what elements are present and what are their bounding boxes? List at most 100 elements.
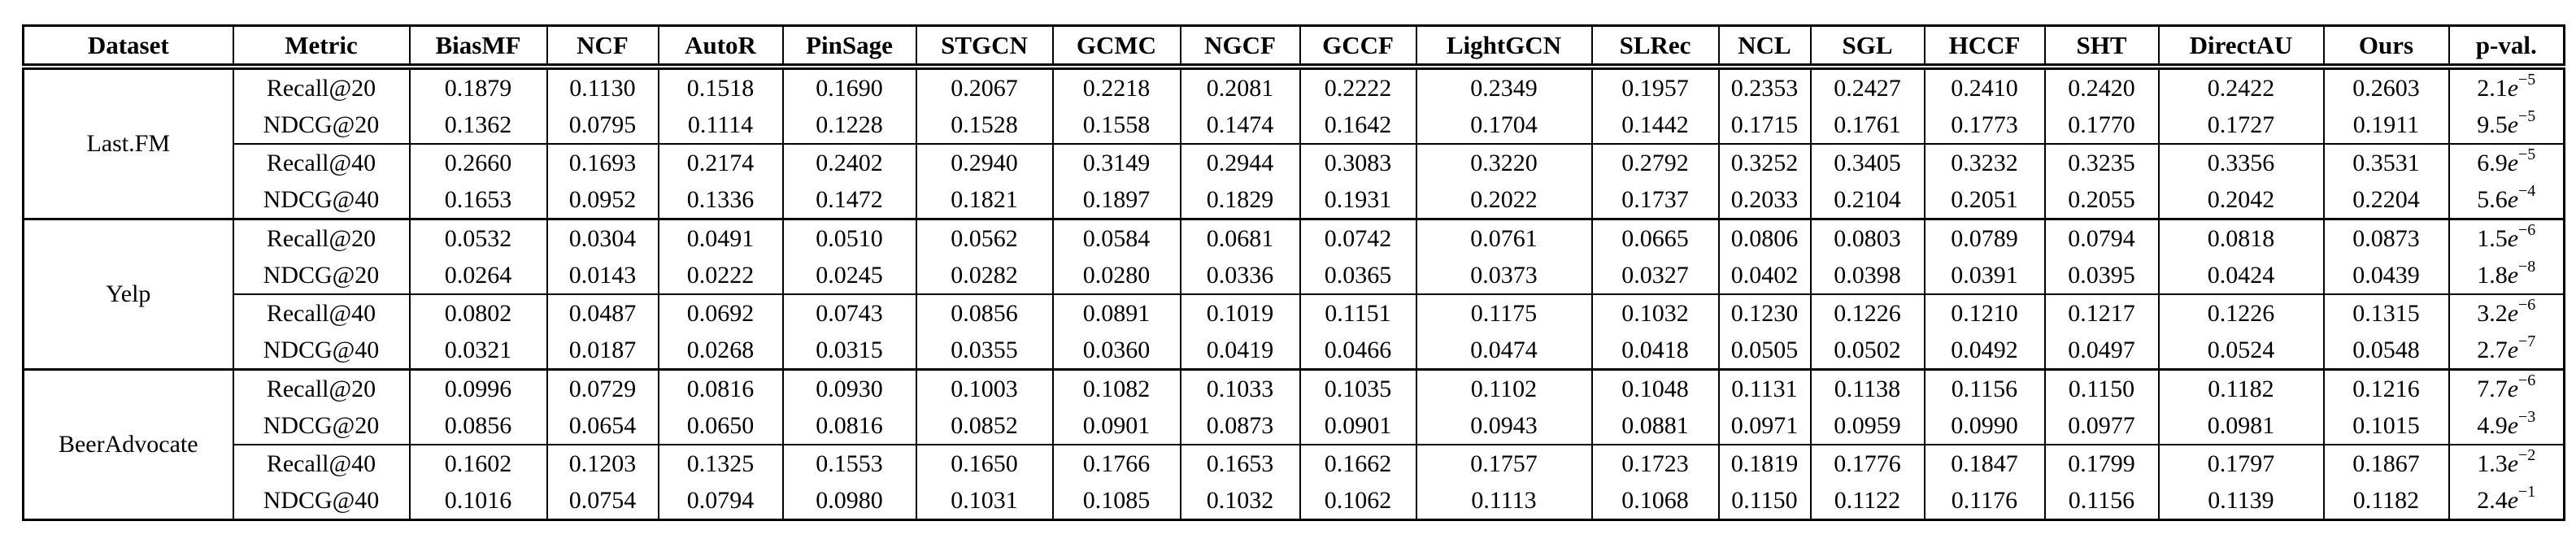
value-cell: 0.1653 — [1179, 444, 1301, 482]
ours-value-cell: 0.1015 — [2322, 407, 2450, 445]
value-cell: 0.0795 — [546, 106, 659, 144]
value-cell: 0.0881 — [1590, 407, 1720, 445]
value-cell: 0.0391 — [1923, 257, 2046, 294]
value-cell: 0.0901 — [1051, 407, 1181, 445]
value-cell: 0.3083 — [1299, 143, 1417, 181]
value-cell: 0.1757 — [1415, 444, 1593, 482]
value-cell: 0.1727 — [2157, 106, 2325, 144]
pval-exponent: −3 — [2518, 407, 2536, 426]
value-cell: 0.0280 — [1051, 257, 1181, 294]
value-cell: 0.0395 — [2043, 257, 2160, 294]
pval-exponent: −7 — [2518, 332, 2536, 350]
pval-e: e — [2507, 486, 2519, 514]
value-cell: 0.1650 — [915, 444, 1054, 482]
value-cell: 0.2349 — [1415, 65, 1593, 106]
value-cell: 0.2051 — [1923, 181, 2046, 219]
table-row: NDCG@40 0.1016 0.0754 0.0794 0.0980 0.1031 0.1… — [24, 482, 2565, 520]
column-header-ncf: NCF — [546, 25, 659, 70]
column-header-ncl: NCL — [1717, 25, 1812, 70]
value-cell: 0.2792 — [1590, 143, 1720, 181]
column-header-directau: DirectAU — [2157, 25, 2325, 70]
pval-e: e — [2507, 336, 2519, 363]
value-cell: 0.1879 — [408, 65, 548, 106]
value-cell: 0.1847 — [1923, 444, 2046, 482]
dataset-cell: Last.FM — [22, 65, 234, 219]
value-cell: 0.1773 — [1923, 106, 2046, 144]
pval-cell: 1.3e−2 — [2448, 444, 2565, 482]
pval-cell: 2.1e−5 — [2448, 65, 2565, 106]
value-cell: 0.0789 — [1923, 218, 2046, 257]
ours-value-cell: 0.0439 — [2322, 257, 2450, 294]
value-cell: 0.2055 — [2043, 181, 2160, 219]
value-cell: 0.3220 — [1415, 143, 1593, 181]
metric-cell: NDCG@20 — [232, 407, 411, 445]
value-cell: 0.1217 — [2043, 293, 2160, 332]
pval-cell: 9.5e−5 — [2448, 106, 2565, 144]
ours-value-cell: 0.2603 — [2322, 65, 2450, 106]
value-cell: 0.0532 — [408, 218, 548, 257]
pval-e: e — [2507, 299, 2519, 327]
value-cell: 0.2427 — [1809, 65, 1925, 106]
value-cell: 0.1175 — [1415, 293, 1593, 332]
pval-cell: 5.6e−4 — [2448, 181, 2565, 219]
value-cell: 0.2940 — [915, 143, 1054, 181]
value-cell: 0.1776 — [1809, 444, 1925, 482]
metric-cell: Recall@40 — [232, 444, 411, 482]
value-cell: 0.0487 — [546, 293, 659, 332]
value-cell: 0.1082 — [1051, 368, 1181, 407]
pval-cell: 3.2e−6 — [2448, 293, 2565, 332]
value-cell: 0.1182 — [2157, 368, 2325, 407]
value-cell: 0.1150 — [2043, 368, 2160, 407]
pval-e: e — [2507, 185, 2519, 213]
value-cell: 0.3235 — [2043, 143, 2160, 181]
value-cell: 0.0692 — [657, 293, 784, 332]
value-cell: 0.1151 — [1299, 293, 1417, 332]
value-cell: 0.2422 — [2157, 65, 2325, 106]
value-cell: 0.2067 — [915, 65, 1054, 106]
value-cell: 0.0943 — [1415, 407, 1593, 445]
value-cell: 0.0650 — [657, 407, 784, 445]
table-row: Last.FM Recall@20 0.1879 0.1130 0.1518 0.1690… — [22, 65, 2565, 219]
value-cell: 0.1131 — [1717, 368, 1812, 407]
value-cell: 0.1474 — [1179, 106, 1301, 144]
value-cell: 0.1558 — [1051, 106, 1181, 144]
table-row: NDCG@20 0.0264 0.0143 0.0222 0.0245 0.0282 0.0… — [24, 257, 2565, 294]
value-cell: 0.1085 — [1051, 482, 1181, 520]
value-cell: 0.1035 — [1299, 368, 1417, 407]
column-header-p-val: p-val. — [2448, 25, 2565, 70]
value-cell: 0.1528 — [915, 106, 1054, 144]
value-cell: 0.1642 — [1299, 106, 1417, 144]
value-cell: 0.2420 — [2043, 65, 2160, 106]
ours-value-cell: 0.1315 — [2322, 293, 2450, 332]
pval-exponent: −5 — [2518, 106, 2536, 125]
value-cell: 0.1130 — [546, 65, 659, 106]
dataset-cell: BeerAdvocate — [22, 368, 234, 520]
value-cell: 0.0852 — [915, 407, 1054, 445]
value-cell: 0.0143 — [546, 257, 659, 294]
value-cell: 0.0794 — [657, 482, 784, 520]
ours-value-cell: 0.0873 — [2322, 218, 2450, 257]
value-cell: 0.0977 — [2043, 407, 2160, 445]
value-cell: 0.0742 — [1299, 218, 1417, 257]
column-header-pinsage: PinSage — [781, 25, 917, 70]
column-header-dataset: Dataset — [22, 25, 234, 70]
value-cell: 0.0562 — [915, 218, 1054, 257]
value-cell: 0.0665 — [1590, 218, 1720, 257]
pval-exponent: −5 — [2518, 145, 2536, 163]
value-cell: 0.1931 — [1299, 181, 1417, 219]
pval-e: e — [2507, 450, 2519, 477]
value-cell: 0.1957 — [1590, 65, 1720, 106]
pval-exponent: −1 — [2518, 482, 2536, 501]
value-cell: 0.0818 — [2157, 218, 2325, 257]
value-cell: 0.1336 — [657, 181, 784, 219]
value-cell: 0.3232 — [1923, 143, 2046, 181]
value-cell: 0.3252 — [1717, 143, 1812, 181]
value-cell: 0.0856 — [408, 407, 548, 445]
value-cell: 0.1228 — [781, 106, 917, 144]
pval-e: e — [2507, 411, 2519, 439]
value-cell: 0.0806 — [1717, 218, 1812, 257]
column-header-gcmc: GCMC — [1051, 25, 1181, 70]
value-cell: 0.0418 — [1590, 332, 1720, 370]
value-cell: 0.1819 — [1717, 444, 1812, 482]
value-cell: 0.1737 — [1590, 181, 1720, 219]
